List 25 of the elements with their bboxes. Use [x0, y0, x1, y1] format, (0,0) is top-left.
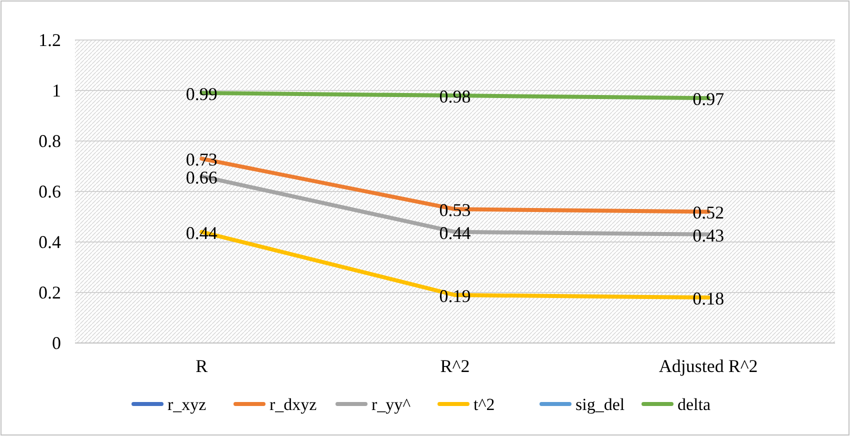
- data-label: 0.52: [692, 202, 724, 223]
- y-tick-label: 0.2: [38, 282, 61, 302]
- y-tick-label: 0: [52, 332, 61, 353]
- legend-label: delta: [678, 395, 711, 414]
- data-label: 0.18: [692, 288, 724, 309]
- data-label: 0.97: [692, 89, 724, 110]
- data-label: 0.44: [186, 222, 218, 243]
- y-tick-label: 1.2: [38, 30, 61, 50]
- legend-label: sig_del: [576, 395, 625, 414]
- legend-label: t^2: [474, 395, 495, 414]
- x-tick-label: R^2: [440, 356, 470, 376]
- legend-label: r_yy^: [372, 395, 411, 414]
- data-label: 0.99: [186, 84, 218, 104]
- x-tick-label: Adjusted R^2: [658, 356, 758, 376]
- legend-label: r_xyz: [168, 395, 207, 414]
- y-tick-label: 0.6: [38, 181, 61, 202]
- data-label: 0.43: [692, 225, 724, 246]
- data-label: 0.73: [186, 150, 218, 170]
- y-tick-label: 0.4: [38, 232, 61, 252]
- data-label: 0.66: [186, 167, 218, 188]
- x-tick-label: R: [196, 356, 208, 376]
- y-tick-label: 1: [52, 80, 61, 100]
- y-tick-label: 0.8: [38, 130, 61, 151]
- data-label: 0.44: [439, 222, 471, 243]
- legend-label: r_dxyz: [270, 395, 318, 414]
